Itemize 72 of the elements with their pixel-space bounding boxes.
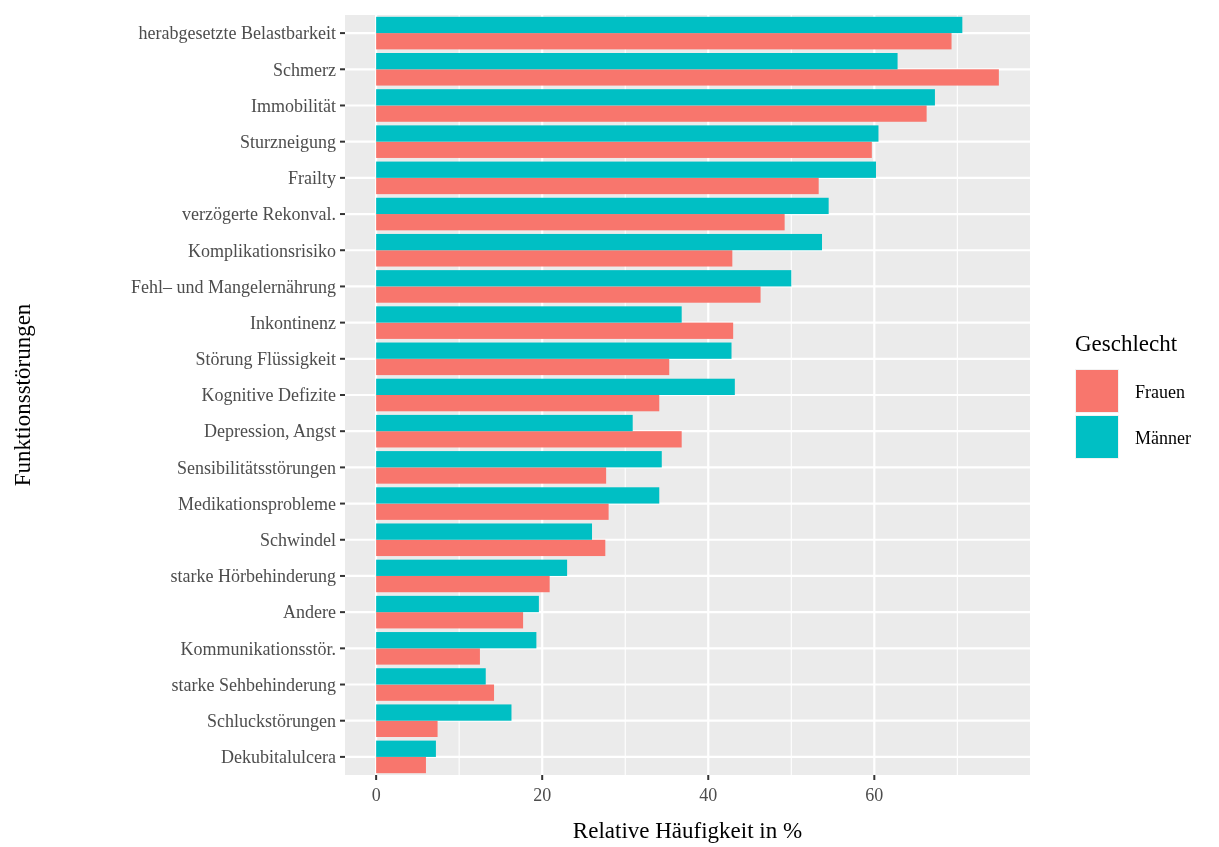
x-tick-label: 20 (533, 785, 552, 805)
x-tick-label: 60 (865, 785, 884, 805)
bar (376, 395, 660, 412)
y-tick-label: Depression, Angst (204, 421, 336, 442)
bar (376, 105, 927, 122)
bar (376, 342, 732, 359)
bar (376, 358, 670, 376)
bar (376, 539, 606, 557)
y-tick-label: Dekubitalulcera (221, 747, 336, 768)
bar (376, 595, 539, 613)
bar (376, 632, 537, 649)
bar (376, 286, 761, 303)
bar (376, 684, 495, 701)
bar (376, 523, 593, 540)
y-tick-label: verzögerte Rekonval. (182, 204, 336, 225)
x-axis-title: Relative Häufigkeit in % (572, 818, 803, 843)
bar (376, 704, 512, 721)
y-tick-label: Frailty (288, 168, 336, 189)
y-tick-label: Inkontinenz (250, 312, 336, 333)
legend-label: Frauen (1135, 382, 1185, 403)
bar (376, 161, 876, 178)
bar (376, 53, 898, 70)
bar (376, 33, 952, 50)
x-tick-label: 40 (699, 785, 718, 805)
bar (376, 250, 733, 267)
x-tick-label: 0 (371, 785, 381, 805)
bar (376, 141, 872, 158)
y-tick-label: Immobilität (251, 95, 336, 116)
bar (376, 487, 660, 504)
bar (376, 414, 633, 432)
y-tick-label: Medikationsprobleme (178, 493, 337, 514)
bar (376, 16, 963, 34)
bar (376, 233, 823, 251)
bar (376, 431, 682, 448)
bar (376, 270, 792, 287)
bar (376, 559, 568, 576)
bar (376, 125, 879, 142)
y-tick-label: Sturzneigung (240, 131, 336, 152)
bar (376, 322, 734, 339)
y-tick-label: Schwindel (260, 530, 336, 551)
bar (376, 177, 819, 195)
bar (376, 612, 524, 629)
y-tick-label: Komplikationsrisiko (188, 240, 336, 261)
bar (376, 503, 609, 520)
y-tick-label: Fehl– und Mangelernährung (131, 276, 336, 297)
y-tick-label: Störung Flüssigkeit (195, 349, 336, 370)
y-tick-label: starke Sehbehinderung (171, 674, 336, 695)
y-tick-label: Andere (283, 602, 336, 623)
bar (376, 467, 607, 484)
legend-title: Geschlecht (1075, 331, 1178, 356)
bar (376, 756, 426, 774)
y-tick-label: starke Hörbehinderung (170, 566, 336, 587)
legend-label: Männer (1135, 428, 1191, 449)
y-tick-label: Kognitive Defizite (201, 385, 336, 406)
bar (376, 648, 480, 665)
y-axis-title: Funktionsstörungen (10, 303, 35, 487)
y-tick-label: Schmerz (273, 59, 336, 80)
bar (376, 89, 935, 106)
bar (376, 378, 735, 395)
bar (376, 720, 438, 737)
bar (376, 668, 486, 685)
y-tick-label: herabgesetzte Belastbarkeit (138, 23, 336, 44)
bar (376, 197, 829, 215)
y-tick-label: Schluckstörungen (207, 711, 336, 732)
bar (376, 451, 662, 468)
bar (376, 69, 999, 86)
y-tick-label: Sensibilitätsstörungen (177, 457, 336, 478)
bar (376, 575, 550, 593)
bar (376, 740, 436, 757)
bar (376, 214, 785, 231)
y-tick-label: Kommunikationsstör. (180, 638, 336, 659)
bar (376, 306, 682, 323)
